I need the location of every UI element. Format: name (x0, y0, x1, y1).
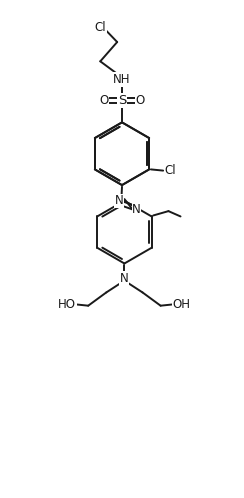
Text: HO: HO (58, 298, 76, 311)
Text: S: S (118, 94, 126, 107)
Text: OH: OH (173, 298, 191, 311)
Text: Cl: Cl (94, 21, 106, 34)
Text: O: O (99, 94, 109, 107)
Text: Cl: Cl (164, 164, 176, 177)
Text: N: N (115, 194, 123, 207)
Text: NH: NH (113, 73, 131, 86)
Text: O: O (135, 94, 145, 107)
Text: N: N (120, 272, 129, 285)
Text: N: N (132, 203, 141, 217)
